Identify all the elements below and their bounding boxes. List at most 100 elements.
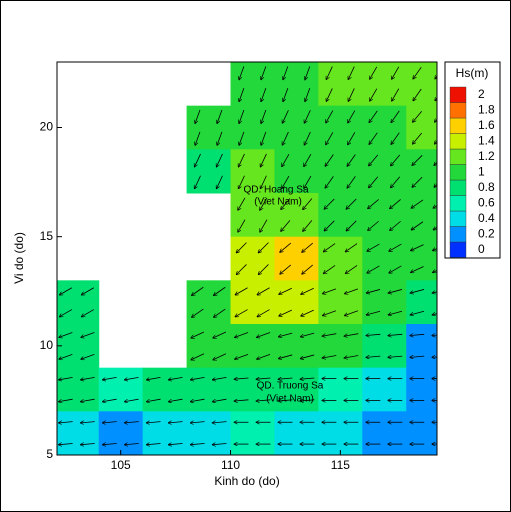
wind-arrow	[103, 422, 117, 423]
wind-arrow	[346, 243, 358, 252]
wind-arrow	[348, 88, 355, 101]
hs-cell	[318, 280, 363, 325]
annotation: (Viet Nam)	[254, 197, 302, 208]
hs-cell	[274, 62, 319, 107]
wind-arrow	[261, 66, 267, 79]
wind-arrow	[257, 309, 270, 317]
wind-arrow	[413, 110, 423, 122]
hs-cell	[230, 105, 275, 150]
hs-cell	[57, 367, 100, 412]
wind-arrow	[280, 242, 292, 252]
wind-arrow	[191, 443, 205, 444]
colorbar-label: 0.2	[478, 227, 495, 241]
hs-cell	[406, 280, 437, 325]
wind-arrow	[411, 266, 424, 272]
wind-arrow	[217, 153, 223, 167]
wind-arrow	[304, 175, 312, 188]
wind-arrow	[261, 131, 267, 145]
field	[57, 62, 437, 455]
wind-arrow	[323, 288, 337, 294]
colorbar-label: 0	[478, 242, 485, 256]
hs-cell	[186, 411, 232, 455]
wind-arrow	[410, 334, 425, 335]
colorbar-label: 1.2	[478, 149, 495, 163]
hs-cell	[406, 236, 437, 281]
wind-arrow	[345, 288, 359, 294]
wind-arrow	[344, 355, 359, 358]
wind-arrow	[326, 132, 334, 144]
wind-arrow	[300, 400, 315, 401]
wind-arrow	[346, 220, 357, 231]
wind-arrow	[191, 331, 205, 338]
wind-arrow	[304, 110, 311, 123]
wind-arrow	[239, 66, 245, 79]
wind-arrows	[59, 66, 437, 444]
y-tick-label: 10	[40, 338, 54, 352]
wind-arrow	[81, 398, 95, 401]
wind-arrow	[433, 200, 437, 208]
hs-cell	[186, 149, 232, 194]
hs-cell	[318, 62, 363, 107]
wind-arrow	[59, 398, 73, 401]
wind-arrow	[280, 264, 292, 274]
wind-arrow	[195, 131, 201, 145]
wind-arrow	[411, 244, 424, 251]
wind-arrow	[326, 88, 333, 101]
wind-arrow	[324, 243, 336, 252]
wind-arrow	[411, 199, 424, 208]
wind-arrow	[324, 265, 336, 273]
wind-arrow	[213, 398, 227, 401]
wind-arrow	[195, 109, 201, 123]
colorbar-swatch	[449, 195, 467, 212]
wind-arrow	[239, 175, 245, 189]
wind-arrow	[214, 308, 226, 317]
wind-arrow	[103, 443, 117, 444]
colorbar-swatch	[449, 148, 467, 165]
wind-arrow	[279, 354, 293, 359]
wind-arrow	[217, 175, 223, 189]
wind-arrow	[257, 400, 271, 401]
wind-arrow	[300, 378, 315, 379]
wind-arrow	[305, 66, 311, 79]
wind-arrow	[257, 332, 271, 338]
wind-arrow	[59, 376, 73, 379]
wind-arrow	[238, 197, 246, 210]
wind-arrow	[260, 219, 268, 232]
plot-frame	[56, 61, 438, 456]
wind-arrow	[281, 198, 291, 210]
wind-arrow	[213, 422, 227, 423]
hs-cell	[98, 367, 144, 412]
x-tick-label: 105	[111, 458, 131, 472]
wind-arrow	[368, 199, 379, 208]
wind-arrow	[239, 131, 245, 145]
wind-arrow	[304, 131, 311, 145]
annotation: (Viet Nam)	[266, 394, 314, 405]
colorbar-swatch	[449, 241, 467, 258]
y-tick-label: 20	[40, 120, 54, 134]
wind-arrow	[59, 443, 73, 444]
annotation: QD. Truong Sa	[257, 381, 324, 392]
wind-arrow	[325, 154, 334, 166]
wind-arrow	[301, 332, 315, 337]
hs-cell	[186, 324, 232, 369]
wind-arrow	[347, 176, 356, 187]
hs-cell	[406, 367, 437, 412]
wind-arrow	[261, 109, 267, 123]
hs-cell	[274, 324, 319, 369]
wind-arrow	[325, 176, 334, 187]
wind-arrow	[283, 66, 289, 79]
wind-arrow	[192, 286, 204, 295]
hs-cell	[362, 236, 407, 281]
wind-arrow	[413, 66, 422, 78]
wind-arrow	[217, 131, 223, 145]
hs-cell	[230, 280, 275, 325]
wind-arrow	[259, 242, 269, 253]
wind-arrow	[81, 443, 95, 444]
wind-arrow	[213, 443, 227, 444]
hs-cell	[318, 105, 363, 150]
wind-arrow	[261, 88, 267, 101]
wind-arrow	[389, 310, 403, 315]
hs-cell	[274, 105, 319, 150]
wind-arrow	[346, 198, 357, 209]
wind-arrow	[259, 264, 269, 274]
